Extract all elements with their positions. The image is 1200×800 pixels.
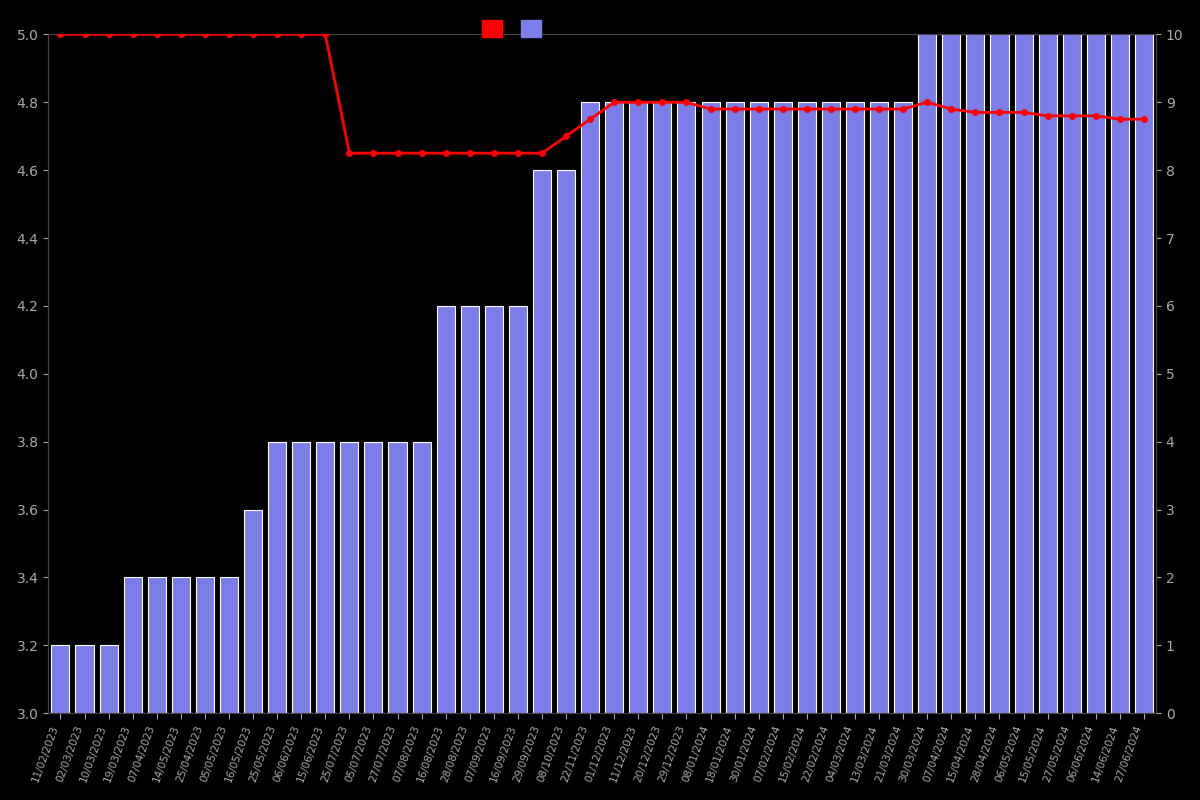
Bar [581,102,599,714]
Bar [100,646,118,714]
Bar [629,102,647,714]
Legend: , : , [476,14,551,42]
Bar [774,102,792,714]
Bar [990,34,1008,714]
Bar [846,102,864,714]
Bar [461,306,479,714]
Bar [365,442,383,714]
Bar [678,102,696,714]
Bar [942,34,960,714]
Bar [52,646,70,714]
Bar [605,102,623,714]
Bar [798,102,816,714]
Bar [437,306,455,714]
Bar [894,102,912,714]
Bar [750,102,768,714]
Bar [389,442,407,714]
Bar [292,442,311,714]
Bar [822,102,840,714]
Bar [1135,34,1153,714]
Bar [124,578,142,714]
Bar [726,102,744,714]
Bar [966,34,984,714]
Bar [1087,34,1105,714]
Bar [76,646,94,714]
Bar [244,510,262,714]
Bar [1014,34,1032,714]
Bar [220,578,238,714]
Bar [148,578,166,714]
Bar [485,306,503,714]
Bar [317,442,335,714]
Bar [1063,34,1081,714]
Bar [653,102,672,714]
Bar [1039,34,1057,714]
Bar [1111,34,1129,714]
Bar [702,102,720,714]
Bar [918,34,936,714]
Bar [172,578,190,714]
Bar [341,442,359,714]
Bar [196,578,214,714]
Bar [509,306,527,714]
Bar [533,170,551,714]
Bar [413,442,431,714]
Bar [268,442,286,714]
Bar [870,102,888,714]
Bar [557,170,575,714]
